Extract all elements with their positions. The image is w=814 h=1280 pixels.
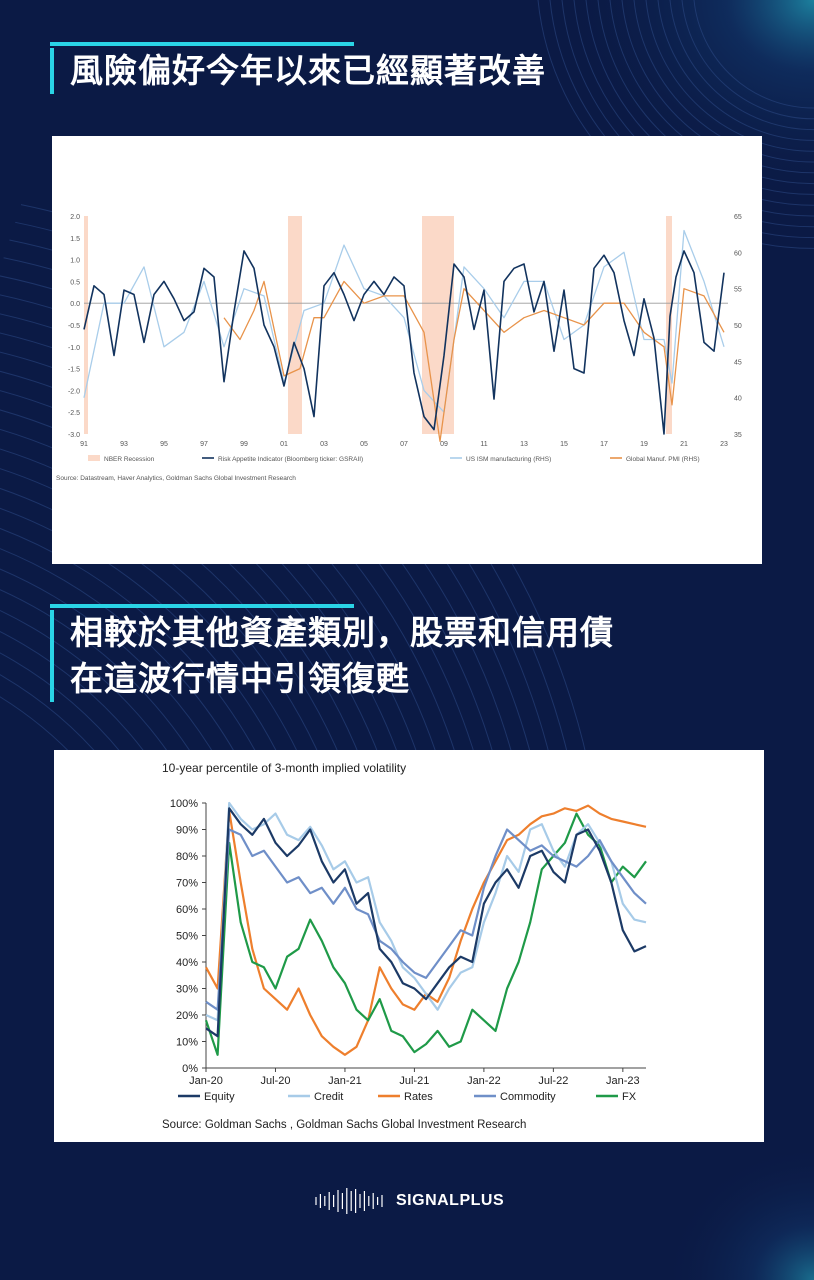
y-tick-label: 70% — [176, 878, 198, 890]
legend-label: NBER Recession — [104, 456, 155, 463]
y-tick-label: 90% — [176, 825, 198, 837]
section-heading-risk-appetite: 風險偏好今年以來已經顯著改善 — [50, 42, 546, 94]
legend-label: Risk Appetite Indicator (Bloomberg ticke… — [218, 456, 363, 463]
legend-label: US ISM manufacturing (RHS) — [466, 456, 551, 463]
swirl-line — [669, 0, 814, 131]
series-line-rates — [205, 804, 647, 1056]
y-right-tick-label: 40 — [734, 396, 742, 403]
x-tick-label: Jan-20 — [189, 1075, 223, 1087]
series-line-2 — [223, 280, 725, 442]
y-tick-label: 30% — [176, 984, 198, 996]
swirl-line — [621, 0, 814, 174]
x-tick-label: 17 — [600, 441, 608, 448]
x-tick-label: 07 — [400, 441, 408, 448]
implied-vol-chart: 10-year percentile of 3-month implied vo… — [162, 761, 647, 1131]
recession-band — [84, 216, 88, 434]
legend-label: Commodity — [500, 1091, 556, 1103]
x-tick-label: 15 — [560, 441, 568, 448]
series-line-1 — [83, 229, 725, 413]
y-left-tick-label: -1.5 — [68, 367, 80, 374]
y-tick-label: 60% — [176, 904, 198, 916]
x-tick-label: 99 — [240, 441, 248, 448]
y-right-tick-label: 60 — [734, 250, 742, 257]
y-right-tick-label: 55 — [734, 287, 742, 294]
x-tick-label: 01 — [280, 441, 288, 448]
swirl-line — [645, 0, 814, 152]
heading-text-line1: 相較於其他資產類別，股票和信用債 — [70, 613, 614, 652]
y-left-tick-label: -3.0 — [68, 432, 80, 439]
recession-band — [288, 216, 302, 434]
legend-label: Equity — [204, 1091, 235, 1103]
x-tick-label: Jan-21 — [328, 1075, 362, 1087]
y-left-tick-label: -1.0 — [68, 345, 80, 352]
heading-text: 風險偏好今年以來已經顯著改善 — [70, 51, 546, 90]
swirl-line — [681, 0, 814, 120]
legend-label: Global Manuf. PMI (RHS) — [626, 456, 700, 463]
brand-name: SIGNALPLUS — [396, 1192, 505, 1209]
legend-label: Rates — [404, 1091, 433, 1103]
swirl-line — [693, 0, 814, 109]
heading-accent-bar — [50, 604, 354, 608]
y-left-tick-label: -2.5 — [68, 410, 80, 417]
y-right-tick-label: 65 — [734, 214, 742, 221]
section-heading-implied-vol: 相較於其他資產類別，股票和信用債 在這波行情中引領復甦 — [50, 604, 614, 702]
x-tick-label: Jul-20 — [260, 1075, 290, 1087]
series-line-0 — [83, 250, 725, 435]
y-left-tick-label: 1.5 — [70, 236, 80, 243]
x-tick-label: 23 — [720, 441, 728, 448]
y-tick-label: 10% — [176, 1037, 198, 1049]
risk-appetite-chart-panel: 2.0 1.5 1.0 0.5 0.0 -0.5 -1.0 -1.5 -2.0 -2.5 -3.0 6… — [52, 136, 762, 564]
x-tick-label: 95 — [160, 441, 168, 448]
y-left-tick-label: -0.5 — [68, 323, 80, 330]
x-tick-label: 91 — [80, 441, 88, 448]
swirl-line — [657, 0, 814, 141]
y-tick-label: 100% — [170, 798, 198, 810]
y-left-tick-label: 0.5 — [70, 279, 80, 286]
x-tick-label: Jan-23 — [606, 1075, 640, 1087]
y-tick-label: 40% — [176, 957, 198, 969]
x-tick-label: Jul-22 — [538, 1075, 568, 1087]
y-left-tick-label: 1.0 — [70, 258, 80, 265]
x-tick-label: 93 — [120, 441, 128, 448]
y-right-tick-label: 45 — [734, 359, 742, 366]
x-tick-label: 03 — [320, 441, 328, 448]
y-tick-label: 0% — [182, 1063, 198, 1075]
legend-label: FX — [622, 1091, 637, 1103]
chart-source: Source: Datastream, Haver Analytics, Gol… — [56, 475, 296, 482]
y-tick-label: 50% — [176, 931, 198, 943]
swirl-line — [633, 0, 814, 163]
x-tick-label: 11 — [480, 441, 487, 448]
brand-logo: SIGNALPLUS — [314, 1176, 504, 1226]
y-right-tick-label: 50 — [734, 323, 742, 330]
y-left-tick-label: 0.0 — [70, 301, 80, 308]
x-tick-label: Jan-22 — [467, 1075, 501, 1087]
heading-accent-bar — [50, 42, 354, 46]
x-tick-label: 21 — [680, 441, 688, 448]
y-right-tick-label: 35 — [734, 432, 742, 439]
x-tick-label: 09 — [440, 441, 448, 448]
x-tick-label: 05 — [360, 441, 368, 448]
y-tick-label: 20% — [176, 1010, 198, 1022]
series-line-fx — [204, 812, 647, 1056]
legend-label: Credit — [314, 1091, 343, 1103]
x-tick-label: 13 — [520, 441, 528, 448]
legend-swatch — [88, 455, 100, 461]
soundwave-icon — [315, 1188, 383, 1214]
implied-vol-chart-panel: 10-year percentile of 3-month implied vo… — [54, 750, 764, 1142]
chart-source: Source: Goldman Sachs , Goldman Sachs Gl… — [162, 1119, 526, 1131]
x-tick-label: Jul-21 — [399, 1075, 429, 1087]
series-line-commodity — [205, 828, 647, 1011]
y-left-tick-label: -2.0 — [68, 388, 80, 395]
chart-title: 10-year percentile of 3-month implied vo… — [162, 761, 406, 775]
risk-appetite-chart: 2.0 1.5 1.0 0.5 0.0 -0.5 -1.0 -1.5 -2.0 -2.5 -3.0 6… — [56, 214, 742, 482]
swirl-line — [609, 0, 814, 185]
y-tick-label: 80% — [176, 851, 198, 863]
x-tick-label: 19 — [640, 441, 648, 448]
heading-text-line2: 在這波行情中引領復甦 — [70, 659, 410, 698]
y-left-tick-label: 2.0 — [70, 214, 80, 221]
series-line-credit — [205, 801, 647, 1022]
x-tick-label: 97 — [200, 441, 208, 448]
series-line-equity — [205, 807, 647, 1038]
